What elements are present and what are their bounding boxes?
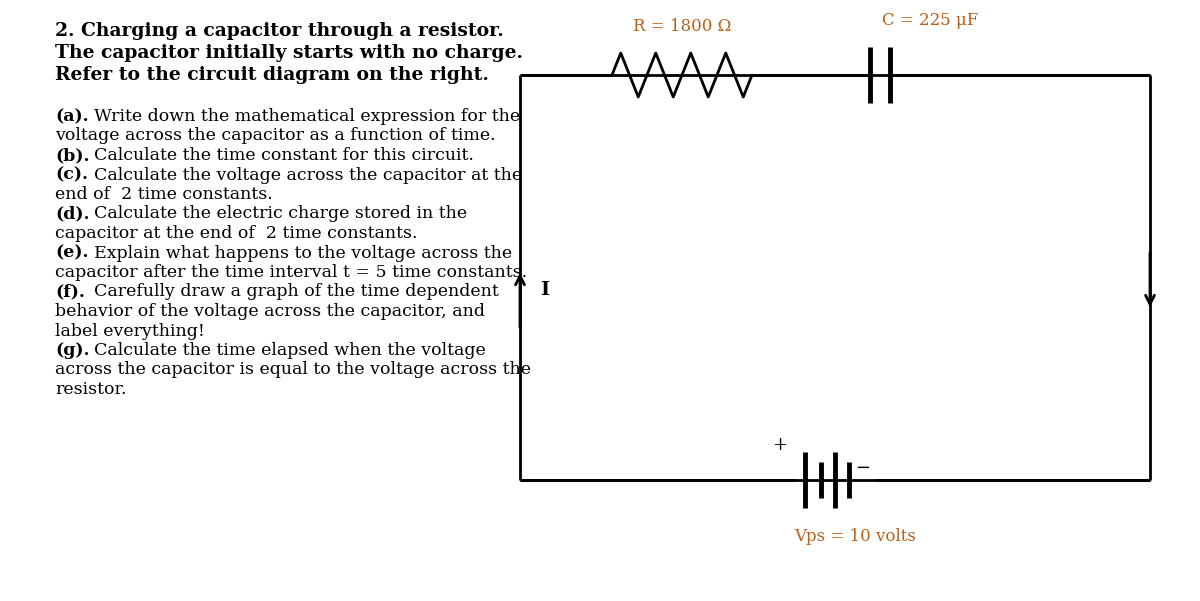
Text: capacitor at the end of  2 time constants.: capacitor at the end of 2 time constants… xyxy=(55,225,418,242)
Text: −: − xyxy=(856,459,870,477)
Text: (b).: (b). xyxy=(55,147,90,164)
Text: (d).: (d). xyxy=(55,206,90,222)
Text: Explain what happens to the voltage across the: Explain what happens to the voltage acro… xyxy=(94,245,512,261)
Text: capacitor after the time interval t = 5 time constants.: capacitor after the time interval t = 5 … xyxy=(55,264,527,281)
Text: resistor.: resistor. xyxy=(55,381,126,398)
Text: Calculate the electric charge stored in the: Calculate the electric charge stored in … xyxy=(94,206,467,222)
Text: (e).: (e). xyxy=(55,245,89,261)
Text: +: + xyxy=(773,436,787,454)
Text: I: I xyxy=(540,281,550,299)
Text: R = 1800 Ω: R = 1800 Ω xyxy=(632,18,731,35)
Text: Vps = 10 volts: Vps = 10 volts xyxy=(794,528,916,545)
Text: end of  2 time constants.: end of 2 time constants. xyxy=(55,186,272,203)
Text: (f).: (f). xyxy=(55,284,85,300)
Text: (a).: (a). xyxy=(55,108,89,125)
Text: Calculate the time elapsed when the voltage: Calculate the time elapsed when the volt… xyxy=(94,342,486,359)
Text: 2. Charging a capacitor through a resistor.: 2. Charging a capacitor through a resist… xyxy=(55,22,504,40)
Text: across the capacitor is equal to the voltage across the: across the capacitor is equal to the vol… xyxy=(55,361,530,379)
Text: C = 225 μF: C = 225 μF xyxy=(882,12,978,29)
Text: voltage across the capacitor as a function of time.: voltage across the capacitor as a functi… xyxy=(55,127,496,144)
Text: Calculate the time constant for this circuit.: Calculate the time constant for this cir… xyxy=(94,147,474,164)
Text: Carefully draw a graph of the time dependent: Carefully draw a graph of the time depen… xyxy=(94,284,499,300)
Text: The capacitor initially starts with no charge.: The capacitor initially starts with no c… xyxy=(55,44,523,62)
Text: (g).: (g). xyxy=(55,342,90,359)
Text: behavior of the voltage across the capacitor, and: behavior of the voltage across the capac… xyxy=(55,303,485,320)
Text: Refer to the circuit diagram on the right.: Refer to the circuit diagram on the righ… xyxy=(55,66,488,84)
Text: Calculate the voltage across the capacitor at the: Calculate the voltage across the capacit… xyxy=(94,166,522,183)
Text: Write down the mathematical expression for the: Write down the mathematical expression f… xyxy=(94,108,520,125)
Text: (c).: (c). xyxy=(55,166,88,183)
Text: label everything!: label everything! xyxy=(55,323,205,340)
